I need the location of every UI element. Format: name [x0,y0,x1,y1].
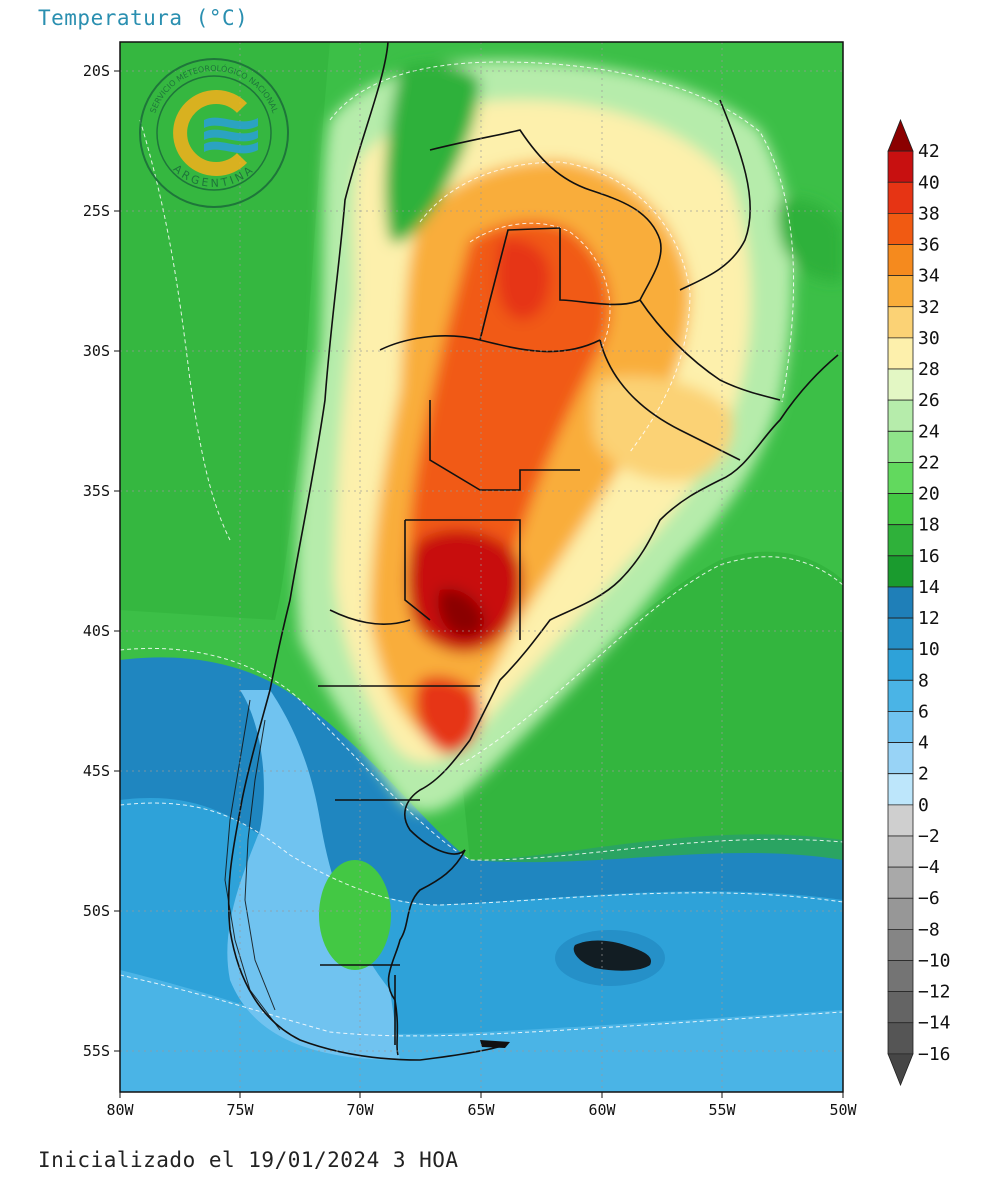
lat-label: 35S [83,482,110,500]
lat-label: 30S [83,342,110,360]
colorbar-label: −4 [918,857,940,878]
colorbar-label: 2 [918,764,929,785]
colorbar-segment [887,835,914,868]
colorbar-segment [887,960,914,993]
map-title: Temperatura (°C) [38,6,249,30]
colorbar-label: 38 [918,203,940,224]
colorbar-label: 26 [918,390,940,411]
lon-label: 70W [346,1101,374,1119]
lon-label: 50W [829,1101,857,1119]
colorbar-label: 0 [918,795,929,816]
colorbar-label: 32 [918,297,940,318]
colorbar-label: 16 [918,546,940,567]
colorbar-label: 34 [918,266,940,287]
colorbar-label: 42 [918,141,940,162]
colorbar-segment [887,773,914,806]
lon-label: 65W [467,1101,495,1119]
colorbar-segment [887,586,914,619]
colorbar-label: 24 [918,421,940,442]
colorbar-label: 12 [918,608,940,629]
colorbar-segment [887,430,914,463]
lat-label: 20S [83,62,110,80]
colorbar-label: 8 [918,670,929,691]
logo-c-shape [173,90,248,176]
logo-waves [204,117,258,154]
colorbar-segment [887,928,914,961]
colorbar-label: 14 [918,577,940,598]
colorbar-segment [887,711,914,743]
colorbar-segment [887,1022,914,1055]
colorbar-label: 40 [918,172,940,193]
colorbar-label: 28 [918,359,940,380]
colorbar-segment [887,897,914,930]
coastlines-borders [227,42,839,1061]
colorbar-segment [887,337,914,370]
lon-label: 55W [708,1101,736,1119]
colorbar-label: 4 [918,733,929,754]
temperature-field [120,42,843,1092]
lon-label: 60W [588,1101,616,1119]
colorbar-segment [887,524,914,557]
colorbar-label: 36 [918,235,940,256]
colorbar-segment [887,212,914,245]
colorbar-label: 6 [918,701,929,722]
graticule [120,42,843,1092]
colorbar-segment [887,399,914,432]
lat-label: 40S [83,622,110,640]
lon-label: 80W [106,1101,134,1119]
colorbar-label: 10 [918,639,940,660]
colorbar-segment [887,368,914,401]
colorbar-label: −10 [918,950,951,971]
colorbar-segment [887,306,914,339]
colorbar-segment [887,866,914,899]
colorbar-segment [887,555,914,588]
colorbar-label: −14 [918,1013,951,1034]
colorbar-segment [887,991,914,1024]
lat-axis: 20S 25S 30S 35S 40S 45S 50S 55S [83,62,120,1060]
lat-label: 25S [83,202,110,220]
lon-label: 75W [226,1101,254,1119]
islands [480,940,651,1048]
lon-axis: 80W 75W 70W 65W 60W 55W 50W [106,1092,858,1119]
init-timestamp: Inicializado el 19/01/2024 3 HOA [38,1148,459,1172]
colorbar-label: 18 [918,515,940,536]
colorbar-segment [887,679,914,712]
lat-label: 45S [83,762,110,780]
colorbar-label: 20 [918,484,940,505]
colorbar-segment [887,118,914,152]
colorbar-segment [887,275,914,308]
colorbar-segment [887,244,914,277]
colorbar-segment [887,742,914,775]
colorbar-segment [887,493,914,526]
colorbar-label: −12 [918,982,951,1003]
colorbar-label: 22 [918,452,940,473]
lat-label: 50S [83,902,110,920]
colorbar-segment [887,617,914,650]
colorbar-segment [887,462,914,494]
colorbar-segment [887,150,914,183]
colorbar: 424038363432302826242220181614121086420−… [887,118,951,1087]
colorbar-label: −6 [918,888,940,909]
colorbar-label: −8 [918,919,940,940]
colorbar-label: −2 [918,826,940,847]
colorbar-label: 30 [918,328,940,349]
colorbar-segment [887,181,914,214]
colorbar-segment [887,648,914,681]
lat-label: 55S [83,1042,110,1060]
colorbar-label: −16 [918,1044,951,1065]
colorbar-segment [887,804,914,837]
colorbar-segment [887,1053,914,1087]
